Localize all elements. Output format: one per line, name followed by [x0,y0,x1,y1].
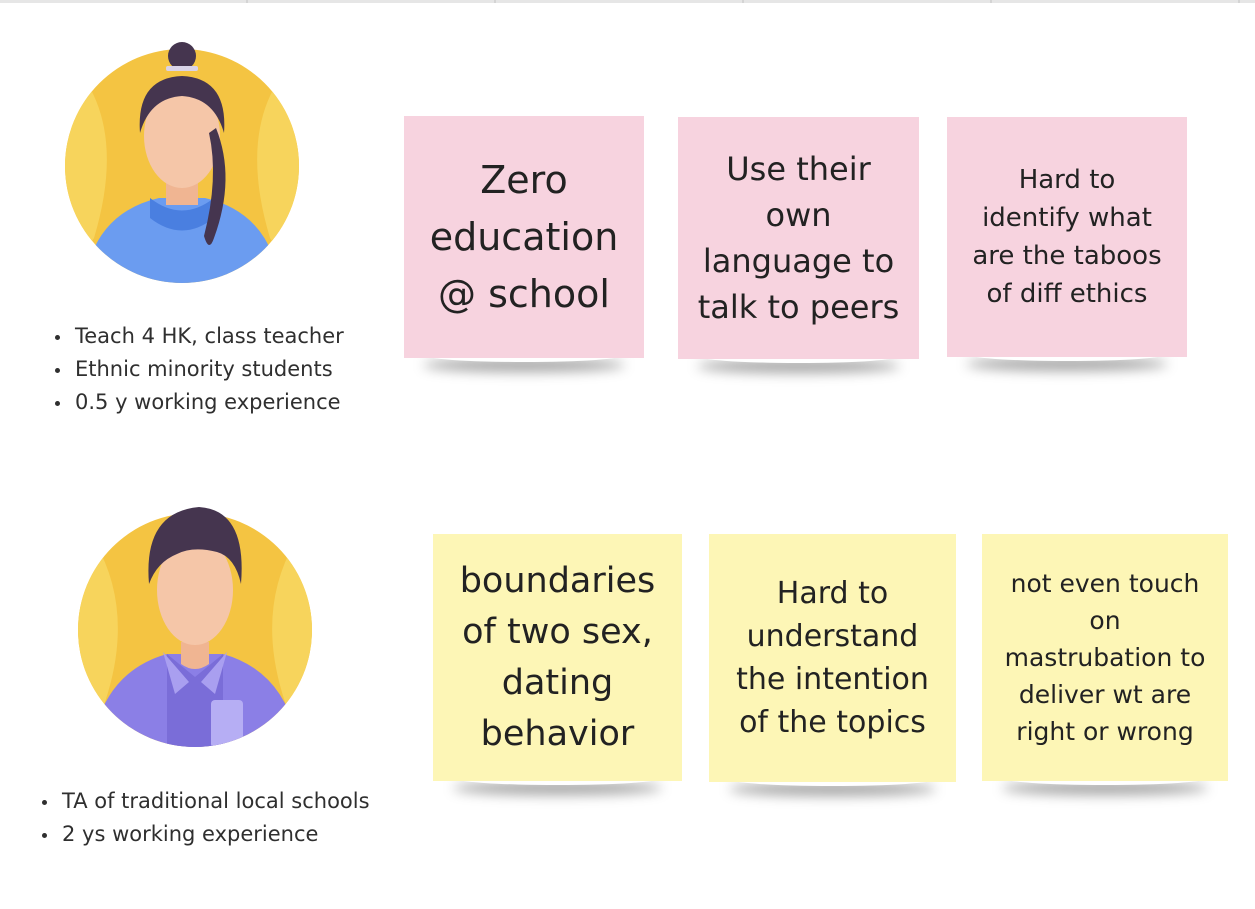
persona-1-detail: Ethnic minority students [53,353,344,386]
sticky-note[interactable]: boundaries of two sex, dating behavior [433,534,682,781]
persona-2-detail: TA of traditional local schools [40,785,370,818]
persona-2-details: TA of traditional local schools 2 ys wor… [40,785,370,851]
male-ta-avatar[interactable] [77,502,313,748]
sticky-note-text: Hard to identify what are the taboos of … [972,165,1162,309]
persona-1-detail: Teach 4 HK, class teacher [53,320,344,353]
sticky-note[interactable]: Use their own language to talk to peers [678,117,919,359]
sticky-note-text: Hard to understand the intention of the … [736,576,929,740]
persona-1-detail: 0.5 y working experience [53,386,344,419]
sticky-note[interactable]: Zero education @ school [404,116,644,358]
sticky-note[interactable]: not even touch on mastrubation to delive… [982,534,1228,781]
sticky-note-text: not even touch on mastrubation to delive… [1004,569,1206,746]
sticky-note-text: Zero education @ school [429,157,619,316]
sticky-note[interactable]: Hard to understand the intention of the … [709,534,956,782]
sticky-note-text: Use their own language to talk to peers [697,150,900,326]
sticky-note-text: boundaries of two sex, dating behavior [459,560,656,754]
persona-2-detail: 2 ys working experience [40,818,370,851]
female-teacher-avatar[interactable] [64,38,300,284]
persona-1-details: Teach 4 HK, class teacher Ethnic minorit… [53,320,344,419]
sticky-note[interactable]: Hard to identify what are the taboos of … [947,117,1187,357]
canvas-top-strip [0,0,1255,3]
